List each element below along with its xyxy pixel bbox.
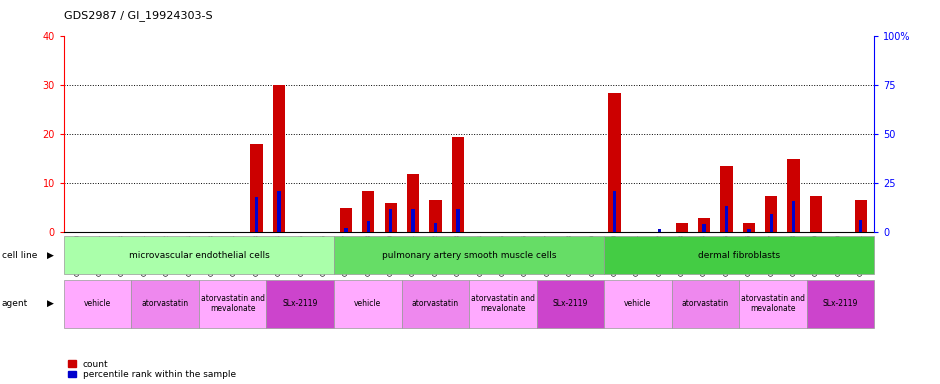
Bar <box>676 223 688 232</box>
Bar <box>64 280 132 328</box>
Bar <box>407 174 419 232</box>
Text: atorvastatin: atorvastatin <box>412 299 459 308</box>
Bar <box>672 280 739 328</box>
Text: ▶: ▶ <box>47 251 54 260</box>
Text: atorvastatin and
mevalonate: atorvastatin and mevalonate <box>471 294 535 313</box>
Text: atorvastatin: atorvastatin <box>142 299 189 308</box>
Bar <box>810 195 822 232</box>
Bar <box>859 220 863 232</box>
Bar <box>384 203 397 232</box>
Text: vehicle: vehicle <box>624 299 651 308</box>
Text: ▶: ▶ <box>47 299 54 308</box>
Bar <box>339 208 352 232</box>
Bar <box>389 209 392 232</box>
Text: SLx-2119: SLx-2119 <box>283 299 318 308</box>
Bar <box>604 280 671 328</box>
Text: atorvastatin and
mevalonate: atorvastatin and mevalonate <box>201 294 265 313</box>
Text: vehicle: vehicle <box>354 299 382 308</box>
Text: microvascular endothelial cells: microvascular endothelial cells <box>129 251 270 260</box>
Bar <box>697 218 711 232</box>
Bar <box>469 280 537 328</box>
Bar <box>64 237 334 274</box>
Bar <box>199 280 267 328</box>
Bar <box>720 166 732 232</box>
Text: SLx-2119: SLx-2119 <box>553 299 588 308</box>
Bar <box>537 280 604 328</box>
Text: SLx-2119: SLx-2119 <box>822 299 858 308</box>
Bar <box>608 93 620 232</box>
Bar <box>854 200 867 232</box>
Bar <box>788 159 800 232</box>
Bar <box>807 280 874 328</box>
Text: vehicle: vehicle <box>84 299 111 308</box>
Bar <box>743 223 755 232</box>
Bar <box>334 280 401 328</box>
Bar <box>739 280 807 328</box>
Text: dermal fibroblasts: dermal fibroblasts <box>698 251 780 260</box>
Bar <box>747 229 750 232</box>
Text: cell line: cell line <box>2 251 38 260</box>
Bar <box>367 220 370 232</box>
Bar <box>791 201 795 232</box>
Text: agent: agent <box>2 299 28 308</box>
Bar <box>132 280 199 328</box>
Bar <box>267 280 334 328</box>
Bar <box>765 195 777 232</box>
Bar <box>433 223 437 232</box>
Bar <box>702 223 706 232</box>
Legend: count, percentile rank within the sample: count, percentile rank within the sample <box>69 360 236 379</box>
Bar <box>344 228 348 232</box>
Bar <box>401 280 469 328</box>
Bar <box>362 191 374 232</box>
Bar <box>250 144 262 232</box>
Bar <box>604 237 874 274</box>
Bar <box>725 206 728 232</box>
Bar <box>456 209 460 232</box>
Bar <box>770 214 773 232</box>
Bar <box>430 200 442 232</box>
Text: atorvastatin: atorvastatin <box>682 299 728 308</box>
Bar <box>255 197 258 232</box>
Text: atorvastatin and
mevalonate: atorvastatin and mevalonate <box>741 294 805 313</box>
Bar <box>412 209 415 232</box>
Bar <box>613 191 617 232</box>
Text: pulmonary artery smooth muscle cells: pulmonary artery smooth muscle cells <box>382 251 556 260</box>
Text: GDS2987 / GI_19924303-S: GDS2987 / GI_19924303-S <box>64 10 212 20</box>
Bar <box>273 86 285 232</box>
Bar <box>452 137 464 232</box>
Bar <box>658 229 661 232</box>
Bar <box>277 191 280 232</box>
Bar <box>334 237 604 274</box>
